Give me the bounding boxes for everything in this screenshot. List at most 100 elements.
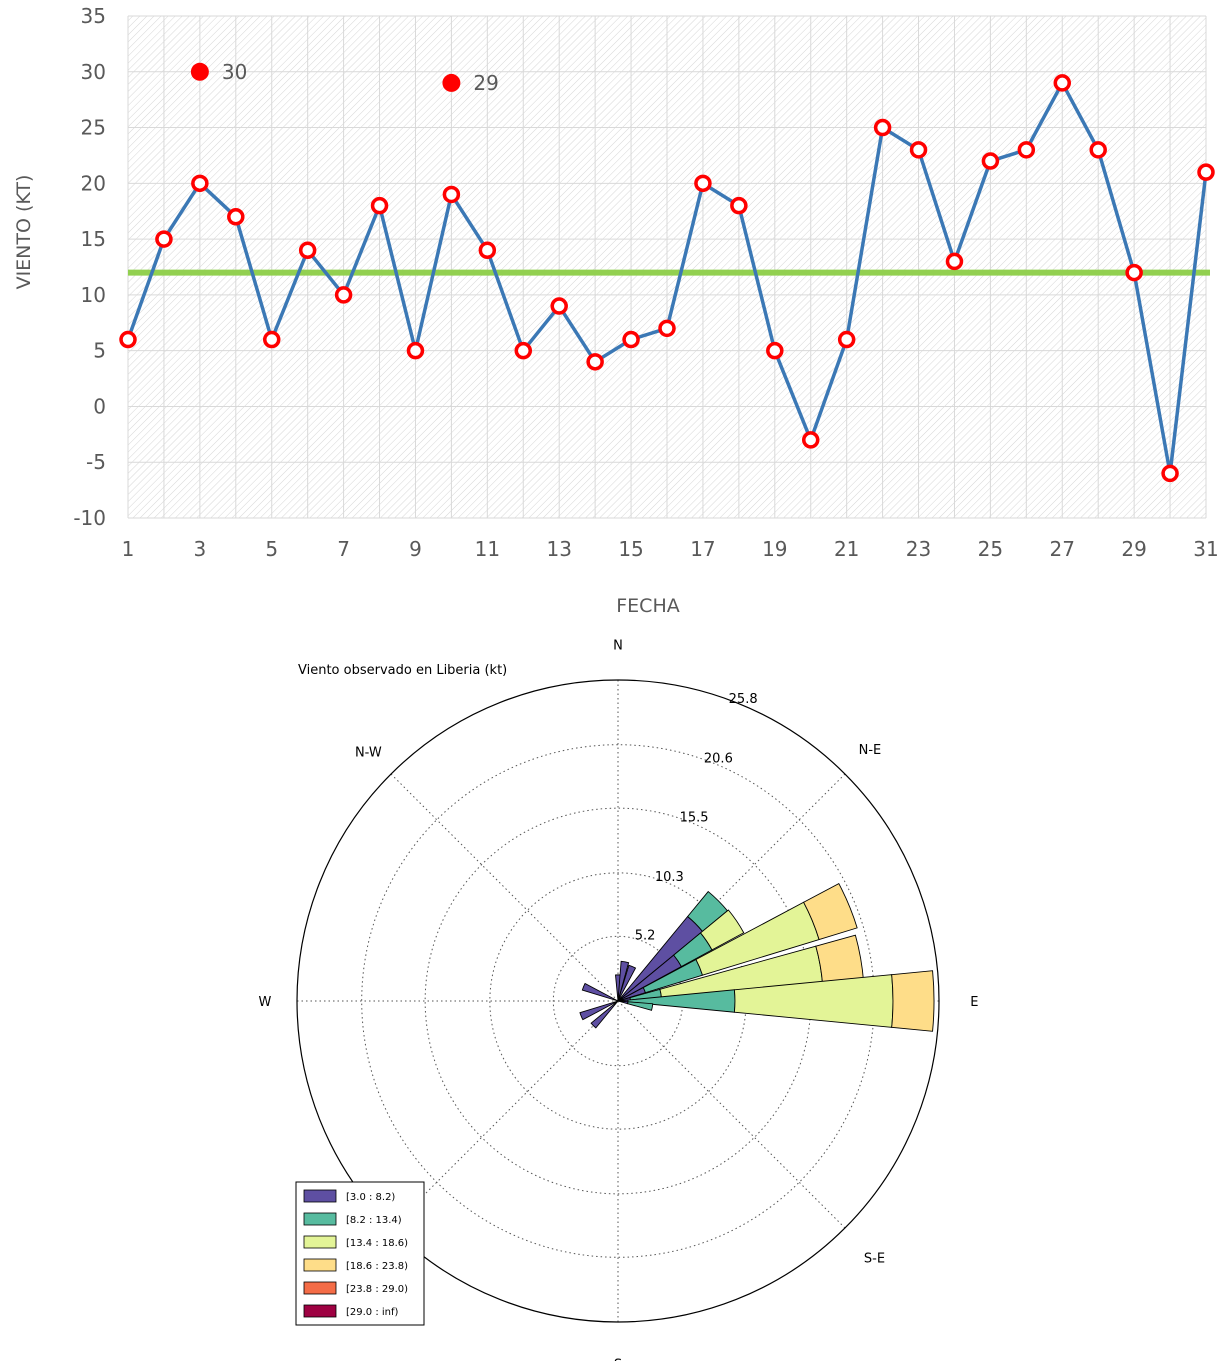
data-point: [227, 208, 245, 226]
direction-label: W: [258, 995, 271, 1010]
data-point: [945, 252, 964, 271]
annotation-label: 29: [473, 71, 498, 95]
legend-label: [18.6 : 23.8): [346, 1261, 408, 1272]
legend-label: [23.8 : 29.0): [346, 1284, 408, 1295]
data-point: [478, 241, 497, 260]
rose-bar-segment: [699, 909, 745, 951]
direction-label: N: [613, 639, 623, 654]
annotation-marker: [190, 62, 209, 81]
data-point: [1197, 163, 1215, 181]
data-point: [191, 174, 209, 193]
x-tick-label: 21: [834, 537, 859, 561]
gridlines: [127, 15, 1207, 519]
data-point: [909, 141, 928, 159]
rose-legend: [3.0 : 8.2) [8.2 : 13.4) [13.4 : 18.6) [18.…: [295, 1181, 425, 1326]
legend-frame: [295, 1181, 425, 1326]
y-tick-label: 30: [81, 60, 106, 84]
y-tick-label: 20: [81, 171, 106, 195]
data-point: [586, 353, 604, 371]
rose-bar-segment: [590, 1000, 619, 1029]
rose-bars: [579, 882, 935, 1032]
x-tick-label: 19: [762, 537, 787, 561]
data-point: [550, 297, 568, 315]
data-point: [622, 330, 640, 349]
data-point: [1125, 263, 1143, 282]
data-point: [370, 196, 389, 215]
y-tick-label: 15: [81, 227, 106, 251]
data-point: [155, 230, 173, 248]
rose-bar-segment: [579, 1000, 619, 1021]
data-point: [1017, 141, 1036, 159]
y-tick-label: -10: [73, 506, 106, 530]
data-point: [730, 196, 748, 215]
legend-label: [13.4 : 18.6): [346, 1238, 408, 1249]
legend-swatch: [303, 1189, 337, 1203]
radial-tick-label: 5.2: [635, 929, 656, 944]
data-point: [442, 185, 461, 204]
x-tick-label: 25: [978, 537, 1003, 561]
legend-label: [29.0 : inf): [346, 1307, 399, 1318]
angular-gridline: [617, 1000, 846, 1229]
x-tick-labels: 1 3 5 7 9 11 13 15 17 19 21 23 25 27 29 31: [122, 537, 1219, 561]
y-tick-label: 0: [93, 394, 106, 418]
rose-bar-segment: [803, 882, 858, 941]
legend-swatch: [303, 1212, 337, 1226]
rose-title: Viento observado en Liberia (kt): [298, 663, 507, 678]
annotation-label: 30: [222, 60, 247, 84]
x-tick-label: 1: [122, 537, 135, 561]
rose-bar-segment: [617, 964, 637, 1002]
radial-tick-label: 25.8: [729, 692, 758, 707]
y-tick-label: 10: [81, 283, 106, 307]
data-point: [873, 118, 892, 137]
radial-tick-label: 20.6: [704, 752, 733, 767]
x-tick-label: 13: [546, 537, 571, 561]
data-point: [801, 431, 820, 449]
x-tick-label: 23: [906, 537, 931, 561]
rose-bar-segment: [617, 1000, 629, 1005]
y-tick-label: -5: [86, 450, 106, 474]
data-point: [119, 330, 137, 349]
data-point: [1053, 74, 1072, 92]
rose-bar-segment: [815, 934, 865, 986]
legend-swatch: [303, 1258, 337, 1272]
y-tick-labels: -10 -5 0 5 10 15 20 25 30 35: [73, 4, 106, 530]
legend-label: [8.2 : 13.4): [346, 1215, 402, 1226]
series-group: [119, 74, 1215, 483]
direction-label: S: [614, 1358, 622, 1361]
radial-tick-label: 10.3: [655, 870, 684, 885]
direction-label: N-W: [355, 745, 382, 760]
rose-direction-labels: N N-E E S-E S W N-W: [258, 639, 978, 1361]
data-point: [514, 341, 533, 360]
rose-outer-circle: [296, 679, 940, 1323]
x-tick-label: 9: [409, 537, 422, 561]
data-point: [837, 330, 856, 349]
data-point: [981, 152, 1000, 170]
rose-radial-tick-labels: 5.2 10.3 15.5 20.6 25.8: [635, 692, 758, 944]
data-point: [262, 330, 281, 349]
y-tick-label: 25: [81, 116, 106, 140]
data-point: [298, 241, 317, 260]
y-axis-title: VIENTO (KT): [13, 175, 35, 290]
direction-label: N-E: [859, 743, 882, 758]
y-tick-label: 35: [81, 4, 106, 28]
x-tick-label: 27: [1050, 537, 1075, 561]
rose-bar-segment: [627, 1001, 654, 1011]
data-point: [766, 341, 784, 360]
x-tick-label: 15: [618, 537, 643, 561]
x-tick-label: 17: [690, 537, 715, 561]
legend-swatch: [303, 1235, 337, 1249]
data-point: [1089, 141, 1107, 159]
legend-swatch: [303, 1304, 337, 1318]
x-axis-title: FECHA: [616, 595, 680, 617]
x-tick-label: 3: [193, 537, 206, 561]
x-tick-label: 5: [265, 537, 278, 561]
data-point: [658, 319, 676, 338]
angular-gridline: [390, 1000, 619, 1229]
rose-bar-segment: [581, 982, 619, 1002]
x-tick-label: 29: [1121, 537, 1146, 561]
x-tick-label: 11: [475, 537, 500, 561]
direction-label: E: [970, 995, 978, 1010]
rose-bar-segment: [891, 970, 935, 1032]
